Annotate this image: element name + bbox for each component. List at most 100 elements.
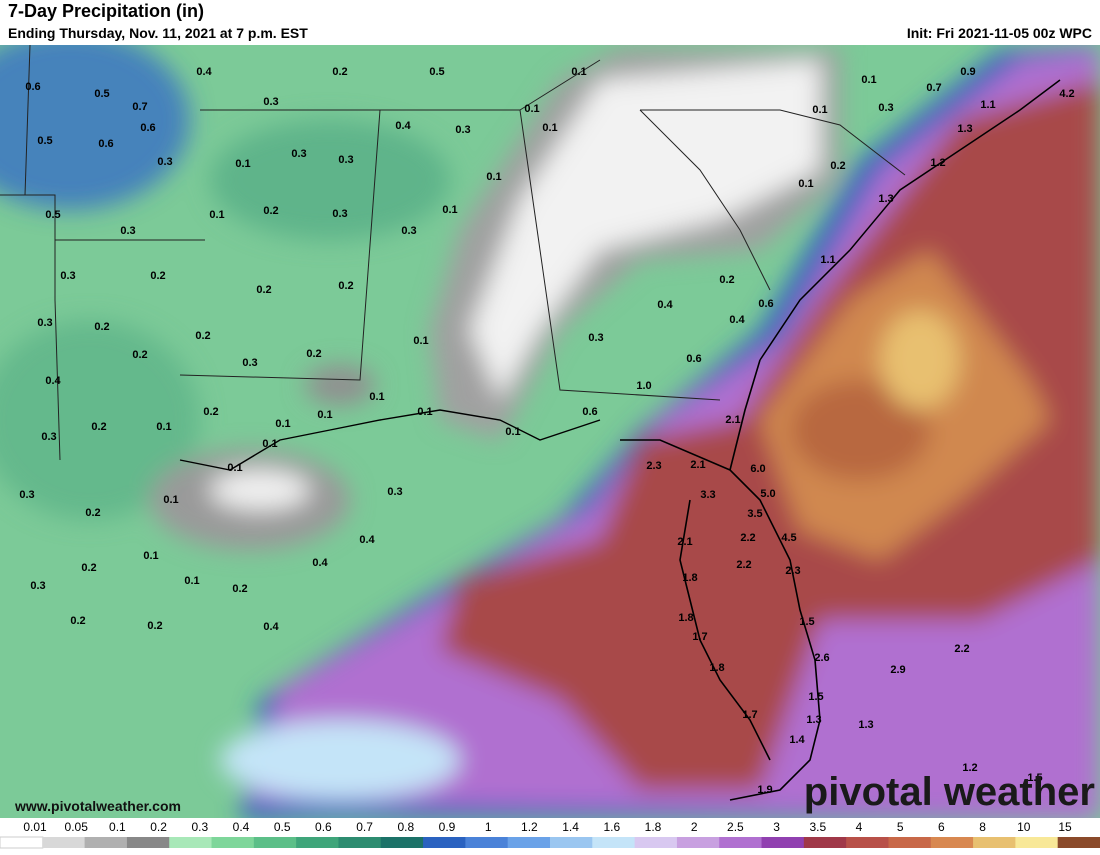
map-value-label: 0.6 (25, 81, 40, 93)
colorbar-swatch (465, 837, 509, 848)
map-value-label: 0.7 (926, 82, 941, 94)
map-value-label: 0.1 (442, 204, 457, 216)
map-value-label: 0.1 (317, 409, 332, 421)
colorbar-tick-label: 8 (979, 820, 986, 834)
map-value-label: 0.3 (242, 357, 257, 369)
map-value-label: 5.0 (760, 488, 775, 500)
colorbar-swatch (423, 837, 466, 848)
map-value-label: 2.1 (690, 459, 705, 471)
map-value-label: 0.6 (758, 298, 773, 310)
map-value-label: 2.6 (814, 652, 829, 664)
colorbar-swatch (930, 837, 974, 848)
map-value-label: 2.1 (725, 414, 740, 426)
map-value-label: 0.3 (387, 486, 402, 498)
map-value-label: 1.3 (878, 193, 893, 205)
map-value-label: 0.5 (94, 88, 109, 100)
colorbar-tick-label: 0.9 (439, 820, 456, 834)
map-value-label: 2.3 (785, 565, 800, 577)
map-value-label: 0.3 (30, 580, 45, 592)
colorbar-swatch (550, 837, 593, 848)
map-value-label: 1.2 (930, 157, 945, 169)
colorbar-swatch (169, 837, 213, 848)
map-value-label: 0.1 (227, 462, 242, 474)
title: 7-Day Precipitation (in) (8, 1, 204, 21)
colorbar-swatch (761, 837, 805, 848)
map-value-label: 0.4 (263, 621, 279, 633)
map-value-label: 1.5 (1027, 772, 1042, 784)
precip-field: 0.60.50.70.60.5 0.60.40.30.2 0.5 0.10.10.90… (0, 45, 1100, 818)
map-value-label: 0.2 (203, 406, 218, 418)
colorbar-tick-label: 4 (856, 820, 863, 834)
colorbar-swatch (253, 837, 297, 848)
colorbar-tick-label: 0.4 (233, 820, 250, 834)
map-value-label: 0.4 (359, 534, 375, 546)
map-value-label: 0.1 (798, 178, 813, 190)
map-value-label: 6.0 (750, 463, 765, 475)
map-value-label: 0.1 (262, 438, 277, 450)
map-value-label: 0.3 (19, 489, 34, 501)
map-value-label: 0.1 (486, 171, 501, 183)
map-value-label: 0.4 (395, 120, 411, 132)
map-value-label: 0.1 (184, 575, 199, 587)
map-value-label: 0.2 (94, 321, 109, 333)
colorbar-tick-label: 0.6 (315, 820, 332, 834)
colorbar-swatch (719, 837, 763, 848)
colorbar-swatch (846, 837, 889, 848)
map-value-label: 1.8 (678, 612, 693, 624)
map-value-label: 0.2 (132, 349, 147, 361)
map-value-label: 0.2 (85, 507, 100, 519)
map-value-label: 0.1 (542, 122, 557, 134)
map-value-label: 0.2 (91, 421, 106, 433)
map-value-label: 0.4 (657, 299, 673, 311)
map-value-label: 0.1 (524, 103, 539, 115)
map-value-label: 0.2 (232, 583, 247, 595)
map-value-label: 1.1 (980, 99, 995, 111)
map-value-label: 1.0 (636, 380, 651, 392)
map-value-label: 4.5 (781, 532, 796, 544)
map-value-label: 0.1 (861, 74, 876, 86)
map-value-label: 0.6 (686, 353, 701, 365)
map-value-label: 0.1 (369, 391, 384, 403)
colorbar-tick-label: 1.2 (521, 820, 538, 834)
map-value-label: 1.3 (957, 123, 972, 135)
map-value-label: 0.2 (306, 348, 321, 360)
colorbar-tick-label: 2.5 (727, 820, 744, 834)
colorbar-swatch (676, 837, 720, 848)
map-value-label: 0.4 (312, 557, 328, 569)
map-value-label: 2.9 (890, 664, 905, 676)
map-value-label: 0.3 (588, 332, 603, 344)
map-value-label: 0.1 (143, 550, 158, 562)
colorbar-swatch (1015, 837, 1059, 848)
colorbar-tick-label: 0.8 (397, 820, 414, 834)
map-value-label: 0.2 (719, 274, 734, 286)
map-value-label: 0.3 (120, 225, 135, 237)
map-value-label: 0.1 (413, 335, 428, 347)
colorbar-swatch (634, 837, 678, 848)
colorbar: 0.01 0.05 0.1 0.2 0.3 0.4 0.5 0.6 0.7 0.8 0.9 1 1.2 1… (0, 820, 1100, 849)
map-value-label: 0.2 (338, 280, 353, 292)
colorbar-tick-label: 6 (938, 820, 945, 834)
colorbar-swatch (84, 837, 128, 848)
colorbar-tick-label: 10 (1017, 820, 1031, 834)
map-value-label: 0.2 (332, 66, 347, 78)
map-value-label: 0.1 (163, 494, 178, 506)
map-value-label: 0.2 (256, 284, 271, 296)
map-value-label: 0.2 (195, 330, 210, 342)
colorbar-tick-label: 3 (773, 820, 780, 834)
map-value-label: 1.8 (709, 662, 724, 674)
map-value-label: 0.9 (960, 66, 975, 78)
colorbar-tick-label: 1.8 (645, 820, 662, 834)
map-value-label: 0.3 (878, 102, 893, 114)
map-value-label: 1.2 (962, 762, 977, 774)
map-value-label: 0.5 (429, 66, 444, 78)
colorbar-swatch (803, 837, 847, 848)
map-value-label: 0.2 (147, 620, 162, 632)
map-value-label: 1.1 (820, 254, 835, 266)
map-value-label: 0.5 (45, 209, 60, 221)
map-value-label: 1.7 (692, 631, 707, 643)
map-value-label: 0.7 (132, 101, 147, 113)
map-value-label: 0.3 (455, 124, 470, 136)
colorbar-tick-label: 3.5 (809, 820, 826, 834)
colorbar-tick-label: 0.05 (65, 820, 89, 834)
colorbar-swatch (592, 837, 636, 848)
